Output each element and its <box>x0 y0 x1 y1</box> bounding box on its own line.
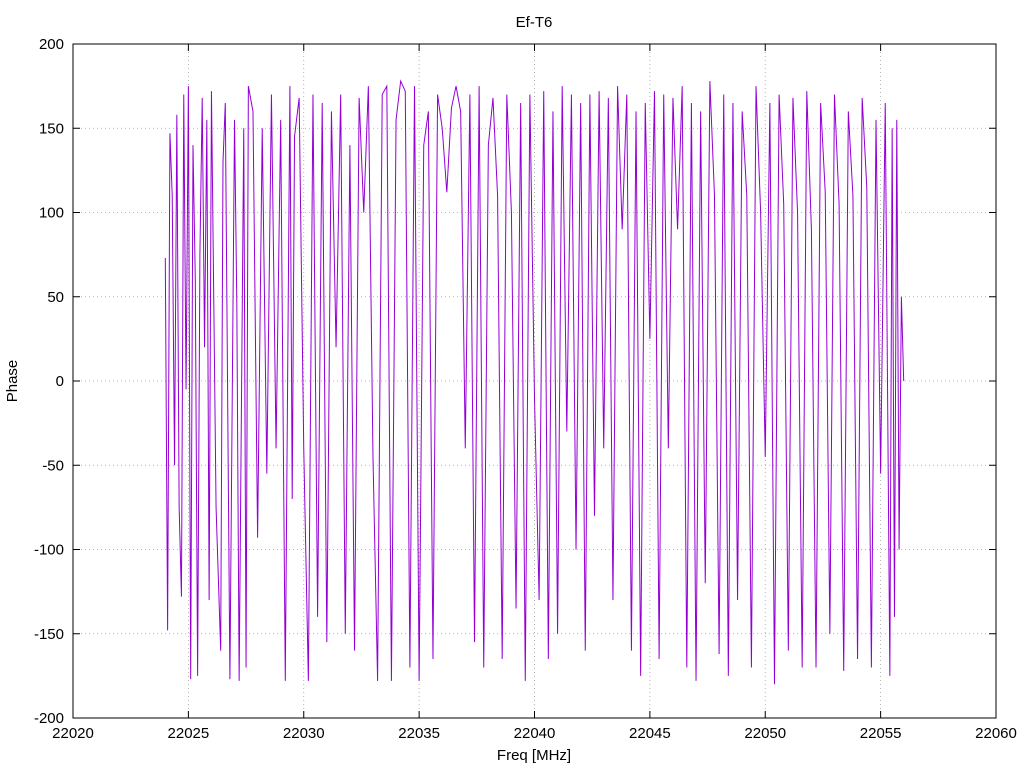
x-tick-label: 22030 <box>283 725 325 742</box>
series-line-0 <box>164 79 905 685</box>
x-tick-label: 22060 <box>975 725 1017 742</box>
x-tick-label: 22055 <box>860 725 902 742</box>
y-tick-label: -150 <box>34 626 64 643</box>
y-axis-label: Phase <box>4 360 21 403</box>
y-tick-label: 100 <box>39 205 64 222</box>
data-series-layer <box>164 79 905 685</box>
axis-ticks: 22020 22025 22030 22035 22040 22045 22050 22055… <box>34 36 1017 742</box>
y-tick-label: -50 <box>42 457 64 474</box>
y-tick-label: -100 <box>34 542 64 559</box>
x-tick-label: 22020 <box>52 725 94 742</box>
y-tick-label: -200 <box>34 710 64 727</box>
y-tick-label: 150 <box>39 120 64 137</box>
y-tick-label: 0 <box>56 373 64 390</box>
x-tick-label: 22050 <box>744 725 786 742</box>
x-tick-label: 22040 <box>514 725 556 742</box>
x-axis-label: Freq [MHz] <box>497 747 571 764</box>
x-tick-label: 22045 <box>629 725 671 742</box>
x-tick-label: 22035 <box>398 725 440 742</box>
chart-title: Ef-T6 <box>516 14 553 31</box>
x-tick-label: 22025 <box>168 725 210 742</box>
y-tick-label: 50 <box>47 289 64 306</box>
y-tick-label: 200 <box>39 36 64 53</box>
